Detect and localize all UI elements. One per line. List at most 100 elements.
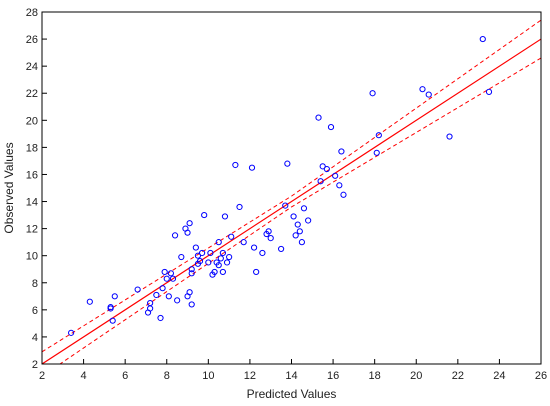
data-point: [167, 270, 175, 277]
data-point: [226, 253, 233, 261]
data-point: [248, 164, 256, 171]
data-point: [109, 317, 116, 324]
y-tick-label: 2: [32, 359, 38, 371]
data-point: [178, 253, 185, 261]
data-point: [278, 245, 285, 253]
data-point: [332, 172, 339, 179]
y-tick-label: 12: [26, 224, 38, 236]
data-point: [267, 234, 274, 242]
data-point: [232, 161, 239, 169]
confidence-band-upper: [42, 19, 541, 353]
data-point: [292, 232, 299, 239]
y-tick-label: 4: [32, 332, 38, 344]
data-point: [107, 304, 114, 311]
data-point: [194, 252, 202, 259]
x-tick-label: 26: [535, 370, 547, 382]
data-point: [305, 217, 312, 224]
y-tick-label: 28: [26, 7, 38, 19]
data-point: [375, 132, 382, 139]
data-point: [201, 211, 208, 219]
data-point: [282, 202, 289, 209]
data-point: [211, 268, 218, 276]
data-point: [373, 149, 380, 156]
data-point: [188, 270, 195, 277]
data-point: [317, 178, 324, 185]
data-point: [284, 160, 291, 167]
data-point: [259, 249, 266, 257]
data-point: [425, 91, 432, 98]
x-axis-title: Predicted Values: [247, 387, 337, 401]
data-point: [296, 228, 303, 235]
data-point: [188, 266, 195, 273]
data-point: [315, 114, 322, 121]
x-tick-label: 10: [202, 370, 214, 382]
data-point: [86, 298, 93, 305]
confidence-band-lower: [59, 57, 541, 364]
data-point: [323, 165, 330, 173]
x-tick-label: 14: [285, 370, 297, 382]
data-point: [327, 123, 335, 131]
y-tick-label: 10: [26, 251, 38, 263]
data-point: [223, 259, 231, 266]
data-point: [217, 255, 224, 262]
x-tick-label: 16: [327, 370, 339, 382]
x-tick-label: 20: [410, 370, 422, 382]
data-point: [479, 35, 486, 43]
data-point: [192, 244, 199, 251]
data-point: [196, 258, 204, 265]
x-tick-label: 8: [164, 370, 170, 382]
y-tick-label: 14: [26, 197, 38, 209]
data-points: [68, 35, 493, 336]
data-point: [228, 233, 235, 240]
x-axis-ticks: 2 4 6 8 10 12 14 16 18 20 22 24 26: [39, 359, 547, 382]
regression-line-group: [42, 38, 541, 364]
data-point: [253, 268, 260, 276]
data-point: [319, 163, 326, 170]
data-point: [188, 301, 195, 308]
data-point: [171, 232, 179, 239]
data-point: [300, 205, 308, 212]
data-point: [161, 268, 168, 276]
data-point: [163, 275, 170, 282]
data-point: [159, 285, 166, 292]
y-tick-label: 6: [32, 305, 38, 317]
x-tick-label: 24: [493, 370, 505, 382]
data-point: [221, 213, 229, 220]
data-point: [336, 182, 343, 189]
y-axis-title: Observed Values: [2, 142, 16, 233]
data-point: [169, 275, 177, 282]
data-point: [198, 249, 206, 257]
data-point: [298, 239, 305, 246]
data-point: [134, 286, 141, 293]
x-tick-label: 12: [244, 370, 256, 382]
y-tick-label: 24: [26, 61, 38, 73]
data-point: [419, 86, 426, 93]
data-point: [205, 259, 212, 266]
x-tick-label: 18: [369, 370, 381, 382]
data-point: [240, 239, 247, 246]
data-point: [265, 228, 272, 235]
y-tick-label: 26: [26, 34, 38, 46]
x-tick-label: 6: [122, 370, 128, 382]
data-point: [250, 244, 258, 251]
data-point: [294, 221, 301, 228]
data-point: [485, 88, 493, 95]
x-tick-label: 22: [452, 370, 464, 382]
x-tick-label: 4: [81, 370, 87, 382]
data-point: [215, 262, 222, 269]
data-point: [68, 329, 75, 336]
data-point: [184, 229, 191, 236]
y-tick-label: 18: [26, 142, 38, 154]
data-point: [290, 213, 297, 220]
data-point: [338, 148, 345, 155]
data-point: [153, 291, 160, 299]
y-tick-label: 22: [26, 88, 38, 100]
data-point: [165, 293, 172, 300]
data-point: [186, 289, 193, 296]
x-tick-label: 2: [39, 370, 45, 382]
regression-line: [42, 38, 541, 364]
data-point: [111, 293, 118, 300]
data-point: [186, 220, 193, 227]
